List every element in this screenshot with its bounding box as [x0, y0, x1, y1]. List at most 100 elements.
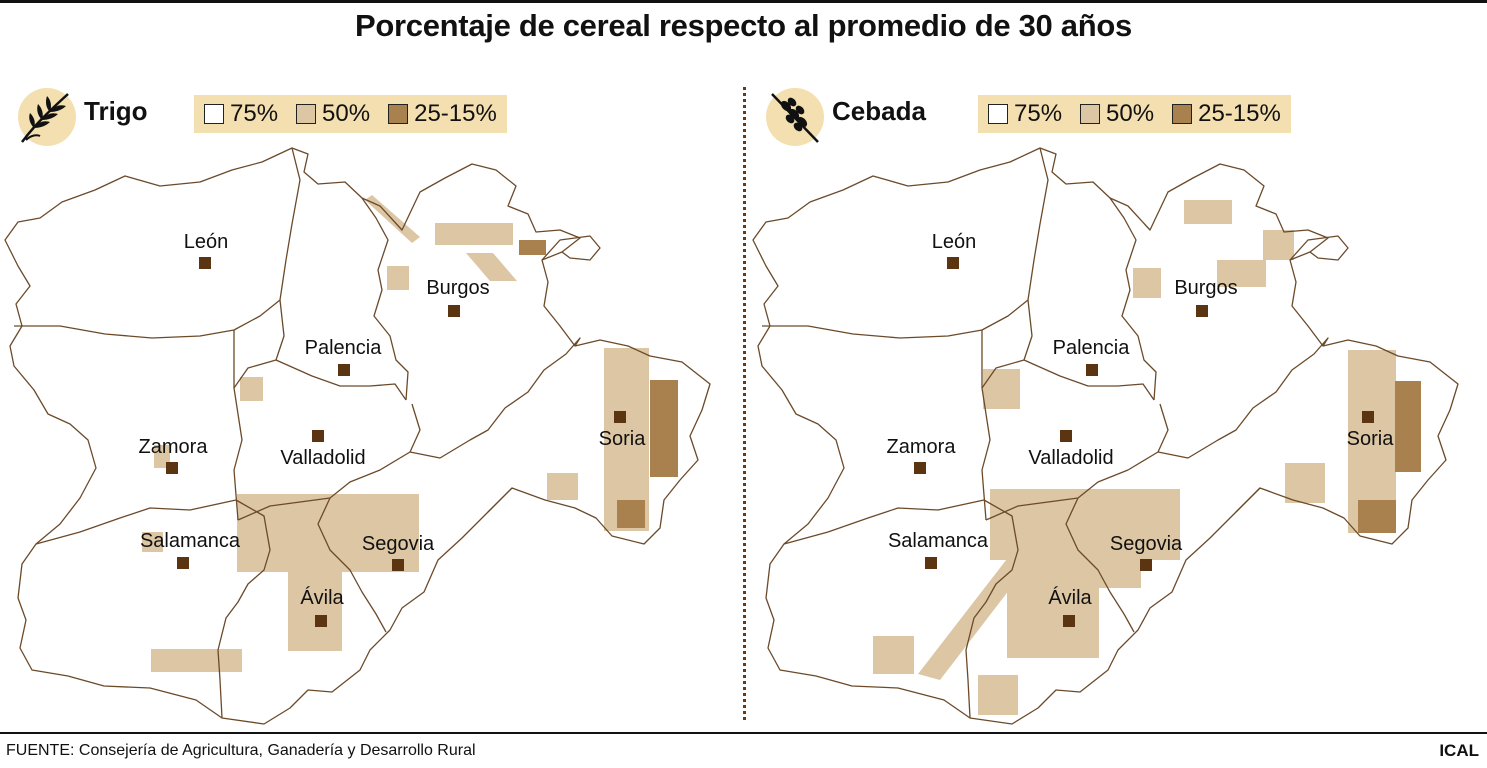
legend-label-50: 50%: [322, 100, 371, 127]
legend-item-25-15: 25-15%: [1172, 100, 1281, 128]
shaded-zones-trigo: [142, 195, 678, 672]
border-burgos-east: [1289, 235, 1349, 261]
border-palencia-valladolid: [1023, 359, 1155, 401]
legend-item-50: 50%: [296, 100, 370, 128]
legend-trigo: 75% 50% 25-15%: [194, 95, 507, 133]
zone-soria-south-dark: [617, 500, 645, 528]
marker-salamanca: [177, 557, 189, 569]
legend-label-75: 75%: [1014, 100, 1063, 127]
zone-central: [990, 489, 1180, 560]
map-trigo: León Burgos Palencia Zamora Valladolid S…: [4, 147, 711, 725]
border-valladolid-segovia: [985, 403, 1169, 521]
zone-soria-south-dark: [1358, 500, 1396, 533]
province-markers-cebada: León Burgos Palencia Zamora Valladolid S…: [887, 231, 1394, 627]
marker-segovia: [1140, 559, 1152, 571]
legend-swatch-75: [988, 104, 1008, 124]
label-avila: Ávila: [300, 586, 344, 609]
label-palencia: Palencia: [1053, 337, 1131, 359]
marker-segovia: [392, 559, 404, 571]
wheat-icon: [16, 86, 78, 148]
border-palencia-burgos: [361, 197, 409, 401]
border-leon-palencia: [233, 147, 301, 389]
border-valladolid-segovia: [237, 403, 421, 521]
legend-swatch-50: [1080, 104, 1101, 124]
agency-credit: ICAL: [1439, 741, 1479, 760]
marker-burgos: [1196, 305, 1208, 317]
zone-soria-west: [1285, 463, 1325, 503]
legend-label-25-15: 25-15%: [1198, 100, 1281, 127]
label-segovia: Segovia: [1110, 533, 1183, 555]
zone-avila: [288, 565, 342, 651]
label-segovia: Segovia: [362, 533, 435, 555]
legend-swatch-75: [204, 104, 224, 124]
marker-avila: [315, 615, 327, 627]
label-zamora: Zamora: [887, 436, 957, 458]
source-note: FUENTE: Consejería de Agricultura, Ganad…: [6, 742, 476, 759]
label-burgos: Burgos: [1174, 277, 1237, 299]
marker-soria: [614, 411, 626, 423]
border-avila-segovia: [317, 497, 387, 633]
shaded-zones-cebada: [873, 200, 1421, 715]
cereal-name-trigo: Trigo: [84, 96, 148, 126]
zone-burgos-west: [1133, 268, 1161, 298]
map-title: Porcentaje de cereal respecto al promedi…: [355, 8, 1132, 43]
zone-south: [978, 675, 1018, 715]
marker-zamora: [914, 462, 926, 474]
border-burgos-soria: [409, 337, 581, 459]
zone-burgos-diag: [466, 253, 517, 281]
border-leon-south: [14, 299, 281, 339]
panel-trigo: Trigo 75% 50% 25-15%: [0, 80, 720, 730]
border-zamora-salamanca: [783, 499, 985, 545]
label-palencia: Palencia: [305, 337, 383, 359]
border-outer: [4, 147, 711, 725]
marker-palencia: [338, 364, 350, 376]
zone-burgos-north: [1184, 200, 1232, 224]
marker-soria: [1362, 411, 1374, 423]
top-rule: [0, 0, 1487, 3]
zone-south-west: [873, 636, 914, 674]
legend-item-75: 75%: [204, 100, 278, 128]
border-avila-segovia: [1065, 497, 1135, 633]
zone-burgos-north: [435, 223, 513, 245]
province-borders-trigo: [4, 147, 711, 725]
panel-divider: [743, 87, 746, 720]
zone-soria-west: [547, 473, 578, 500]
label-leon: León: [932, 231, 977, 253]
marker-leon: [947, 257, 959, 269]
label-burgos: Burgos: [426, 277, 489, 299]
legend-item-25-15: 25-15%: [388, 100, 497, 128]
zone-south-west: [151, 649, 242, 672]
legend-label-25-15: 25-15%: [414, 100, 497, 127]
zone-palencia-sw: [240, 377, 263, 401]
legend-item-75: 75%: [988, 100, 1062, 128]
border-zamora-valladolid: [981, 330, 991, 521]
zone-burgos-ne: [1263, 230, 1294, 260]
province-borders-cebada: [752, 147, 1459, 725]
marker-valladolid: [1060, 430, 1072, 442]
legend-label-50: 50%: [1106, 100, 1155, 127]
legend-item-50: 50%: [1080, 100, 1154, 128]
marker-zamora: [166, 462, 178, 474]
zone-palencia-sw: [983, 369, 1020, 409]
label-valladolid: Valladolid: [280, 447, 365, 469]
border-outer: [752, 147, 1459, 725]
legend-swatch-25-15: [1172, 104, 1193, 124]
border-zamora-salamanca: [35, 499, 237, 545]
zone-burgos-east: [1217, 260, 1266, 287]
border-burgos-east: [541, 235, 601, 261]
border-segovia-soria: [487, 487, 513, 513]
border-salamanca-avila: [965, 499, 1019, 719]
border-palencia-valladolid: [275, 359, 407, 401]
border-leon-south: [762, 299, 1029, 339]
label-salamanca: Salamanca: [140, 530, 241, 552]
marker-leon: [199, 257, 211, 269]
bottom-rule: [0, 732, 1487, 734]
barley-icon: [764, 86, 826, 148]
zone-soria-east-dark: [650, 380, 678, 477]
province-markers-trigo: León Burgos Palencia Zamora Valladolid S…: [139, 231, 646, 627]
zone-burgos-east-dark: [519, 240, 546, 255]
label-valladolid: Valladolid: [1028, 447, 1113, 469]
panel-cebada: Cebada 75% 50% 25-15%: [748, 80, 1468, 730]
label-avila: Ávila: [1048, 586, 1092, 609]
marker-palencia: [1086, 364, 1098, 376]
